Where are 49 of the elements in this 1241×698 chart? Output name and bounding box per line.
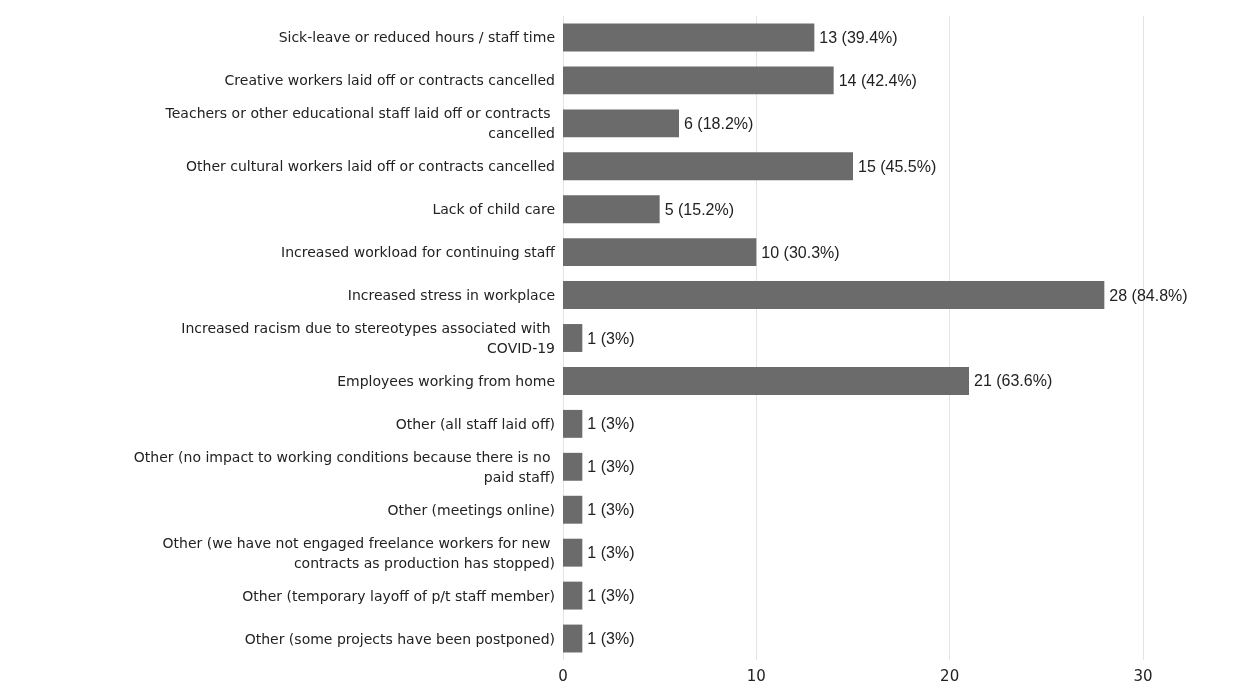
bar: [563, 66, 834, 95]
y-tick-label: Increased workload for continuing staff: [281, 244, 556, 261]
bar: [563, 581, 583, 610]
y-tick-label: Other (some projects have been postponed): [244, 630, 555, 647]
bar: [563, 624, 583, 653]
x-tick-label: 30: [1133, 666, 1153, 685]
bar: [563, 538, 583, 567]
x-tick-label: 0: [558, 666, 568, 685]
data-label: 5 (15.2%): [664, 200, 735, 218]
y-tick-label: Other cultural workers laid off or contracts cancelled: [186, 158, 555, 175]
data-label: 1 (3%): [587, 544, 635, 562]
y-tick-label: Lack of child care: [432, 201, 555, 218]
bar: [563, 23, 815, 52]
data-label: 1 (3%): [587, 458, 635, 476]
data-label: 28 (84.8%): [1109, 286, 1188, 304]
bar: [563, 409, 583, 438]
data-label: 1 (3%): [587, 329, 635, 347]
data-label: 21 (63.6%): [974, 372, 1053, 390]
y-tick-label: Other (temporary layoff of p/t staff member): [242, 587, 555, 604]
data-label: 1 (3%): [587, 587, 635, 605]
y-tick-label: Other (we have not engaged freelance workers for new contracts as production has stopped): [162, 534, 555, 571]
x-tick-label: 20: [940, 666, 960, 685]
data-label: 13 (39.4%): [819, 28, 898, 46]
y-tick-label: Increased racism due to stereotypes associated with COVID-19: [181, 320, 555, 356]
bar: [563, 238, 757, 267]
x-tick-label: 10: [746, 666, 766, 685]
bar: [563, 366, 969, 395]
y-tick-label: Teachers or other educational staff laid off or contracts cancelled: [164, 105, 555, 142]
bar: [563, 195, 660, 224]
bar: [563, 281, 1105, 310]
data-label: 1 (3%): [587, 501, 635, 519]
y-tick-label: Employees working from home: [337, 372, 555, 389]
y-tick-label: Other (no impact to working conditions because there is no paid staff): [133, 448, 555, 485]
data-label: 1 (3%): [587, 630, 635, 648]
y-tick-label: Increased stress in workplace: [347, 287, 555, 304]
data-label: 10 (30.3%): [761, 243, 840, 261]
bar: [563, 495, 583, 524]
bar: [563, 152, 853, 181]
y-tick-label: Sick-leave or reduced hours / staff time: [278, 29, 555, 46]
data-label: 15 (45.5%): [858, 157, 937, 175]
data-label: 14 (42.4%): [838, 71, 917, 89]
y-tick-label: Other (all staff laid off): [395, 415, 555, 432]
y-tick-label: Other (meetings online): [387, 501, 555, 518]
bar: [563, 109, 679, 138]
bar: [563, 324, 583, 352]
y-tick-label: Creative workers laid off or contracts cancelled: [224, 72, 555, 89]
bar: [563, 452, 583, 481]
data-label: 6 (18.2%): [684, 114, 754, 132]
data-label: 1 (3%): [587, 415, 635, 433]
